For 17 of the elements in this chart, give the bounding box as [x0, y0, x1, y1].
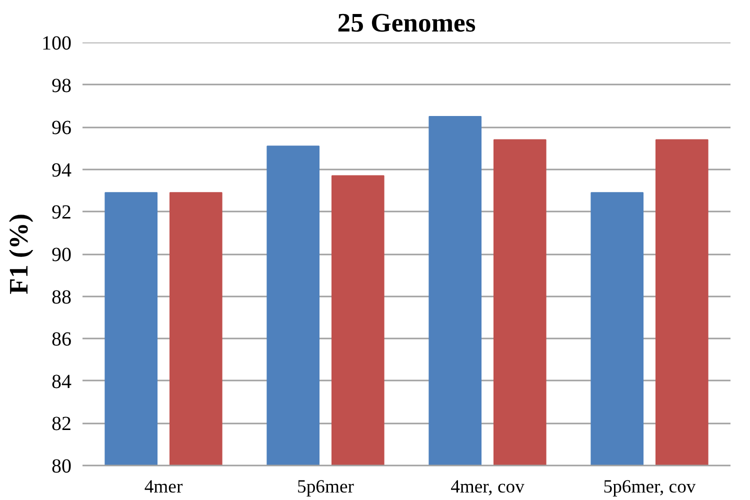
y-tick-label: 88	[52, 286, 72, 308]
y-tick-label: 92	[52, 202, 72, 224]
y-tick-label: 84	[52, 370, 72, 393]
x-tick-label: 4mer, cov	[450, 476, 526, 498]
x-tick-label: 4mer	[144, 476, 184, 498]
y-tick-label: 82	[52, 413, 72, 436]
y-tick-label: 80	[52, 456, 72, 478]
chart-title: 25 Genomes	[337, 8, 476, 38]
y-tick-label: 96	[52, 117, 72, 140]
y-tick-label: 98	[52, 74, 72, 97]
y-tick-label: 90	[52, 244, 72, 266]
y-axis-title: F1 (%)	[4, 214, 34, 294]
y-tick-label: 86	[52, 328, 72, 351]
y-tick-label: 100	[42, 32, 72, 54]
x-tick-label: 5p6mer, cov	[603, 476, 696, 498]
x-tick-label: 5p6mer	[297, 476, 355, 498]
y-tick-label: 94	[52, 159, 72, 182]
